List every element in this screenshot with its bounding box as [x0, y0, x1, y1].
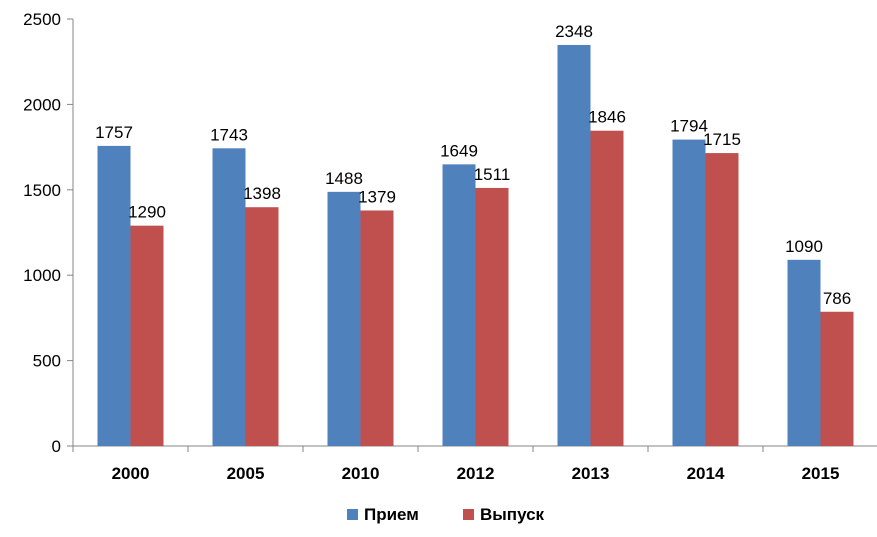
- bar-series-1: [327, 191, 361, 446]
- data-label: 786: [823, 289, 851, 308]
- bars: [97, 44, 854, 447]
- data-label: 1743: [210, 125, 248, 144]
- bar-series-1: [97, 145, 131, 446]
- data-label: 1290: [128, 203, 166, 222]
- bar-series-1: [557, 44, 591, 446]
- data-label: 1846: [588, 108, 626, 127]
- bar-series-1: [672, 139, 706, 447]
- y-tick-label: 1000: [23, 266, 61, 285]
- data-label: 1090: [785, 237, 823, 256]
- legend-swatch: [463, 509, 474, 520]
- legend-label: Выпуск: [480, 505, 545, 524]
- y-axis-ticks: 0 500 1000 1500 2000 2500: [23, 10, 73, 456]
- data-label: 1488: [325, 169, 363, 188]
- bar-series-2: [590, 130, 624, 447]
- bar-series-1: [787, 259, 821, 446]
- data-label: 1715: [703, 130, 741, 149]
- bar-series-1: [212, 148, 246, 446]
- x-tick-label: 2013: [572, 464, 610, 483]
- legend-swatch: [347, 509, 358, 520]
- data-label: 1757: [95, 123, 133, 142]
- x-tick-label: 2005: [227, 464, 265, 483]
- data-label: 1649: [440, 141, 478, 160]
- y-tick-label: 2500: [23, 10, 61, 29]
- x-tick-label: 2010: [342, 464, 380, 483]
- data-label: 1379: [358, 187, 396, 206]
- y-tick-label: 500: [33, 352, 61, 371]
- y-tick-label: 2000: [23, 95, 61, 114]
- bar-series-2: [820, 311, 854, 446]
- y-tick-label: 1500: [23, 181, 61, 200]
- bar-series-2: [245, 207, 279, 446]
- y-tick-label: 0: [52, 437, 61, 456]
- x-tick-label: 2012: [457, 464, 495, 483]
- bar-series-2: [475, 187, 509, 446]
- legend-label: Прием: [364, 505, 419, 524]
- x-tick-label: 2014: [687, 464, 725, 483]
- data-label: 1511: [474, 165, 511, 184]
- x-tick-label: 2015: [802, 464, 840, 483]
- legend: Прием Выпуск: [347, 505, 545, 524]
- bar-series-1: [442, 164, 476, 446]
- data-label: 1794: [670, 117, 708, 136]
- bar-series-2: [705, 153, 739, 446]
- bar-series-2: [360, 210, 394, 446]
- x-axis-ticks: 2000 2005 2010 2012 2013 2014 2015: [72, 446, 840, 483]
- bar-series-2: [130, 225, 164, 446]
- data-label: 2348: [555, 22, 593, 41]
- data-label: 1398: [243, 184, 281, 203]
- x-tick-label: 2000: [112, 464, 150, 483]
